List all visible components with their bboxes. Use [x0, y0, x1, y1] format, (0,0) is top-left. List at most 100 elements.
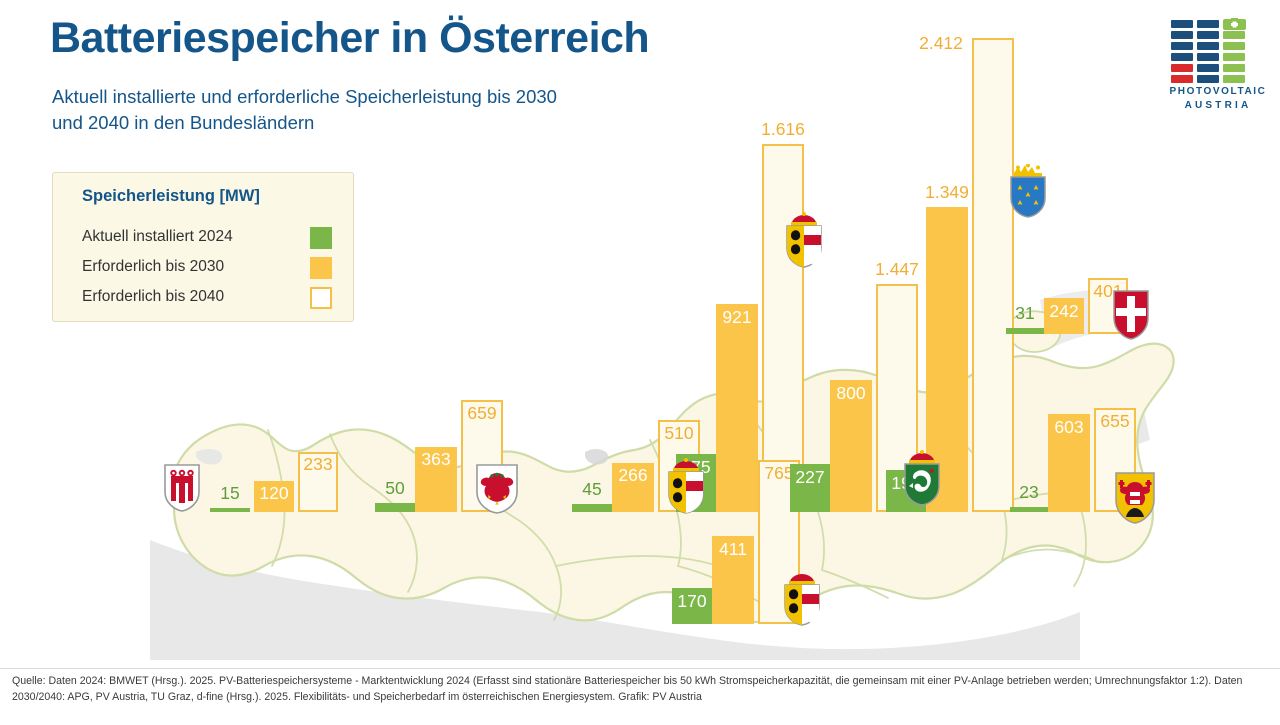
logo-battery-grid [1171, 18, 1249, 83]
bar-steiermark-required-2030 [830, 380, 872, 512]
legend-swatch-outline [310, 287, 332, 309]
logo-cell [1171, 31, 1193, 39]
logo-cell [1171, 75, 1193, 83]
bar-kaernten-required-2030 [712, 536, 754, 624]
bar-value-salzburg-2030: 266 [618, 465, 648, 485]
bargroup-oberoesterreich: 275 921 1.616 [676, 119, 805, 512]
source-footnote: Quelle: Daten 2024: BMWET (Hrsg.). 2025.… [12, 675, 1243, 703]
bar-salzburg-required-2030 [612, 463, 654, 512]
bar-value-wien-2024: 31 [1015, 303, 1035, 323]
page-subtitle: Aktuell installierte und erforderliche S… [52, 84, 557, 137]
bargroup-vorarlberg: 15 120 233 [210, 440, 338, 512]
subtitle-line-2: und 2040 in den Bundesländern [52, 112, 315, 134]
niederoesterreich-crest [1010, 164, 1046, 218]
bar-salzburg-installed-2024 [572, 504, 612, 512]
wien-crest [1113, 290, 1149, 340]
crest-crown [673, 458, 699, 472]
battery-plus-icon [1223, 18, 1246, 30]
legend-label: Erforderlich bis 2040 [82, 288, 225, 305]
logo-cell [1197, 64, 1219, 72]
bar-value-tirol-2040: 659 [467, 403, 497, 423]
logo-cell [1223, 75, 1245, 83]
bar-kaernten-installed-2024 [672, 588, 712, 624]
bar-wien-installed-2024 [1006, 328, 1044, 334]
bar-value-burgenland-2030: 603 [1054, 417, 1084, 437]
logo-cell [1171, 20, 1193, 28]
bar-value-niederoesterreich-2030: 1.349 [925, 182, 969, 202]
bar-niederoesterreich-required-2040 [972, 38, 1014, 512]
bar-value-salzburg-2040: 510 [664, 423, 694, 443]
bar-value-salzburg-2024: 45 [582, 479, 602, 499]
bar-value-tirol-2024: 50 [385, 478, 405, 498]
bar-value-tirol-2030: 363 [421, 449, 451, 469]
salzburg-crest [668, 458, 704, 514]
bar-value-kaernten-2040: 765 [764, 463, 794, 483]
bar-value-oberoesterreich-2040: 1.616 [761, 119, 805, 139]
footer-divider [0, 668, 1280, 669]
crest-crown [1014, 164, 1042, 177]
bar-value-burgenland-2024: 23 [1019, 482, 1039, 502]
bar-oberoesterreich-required-2030 [716, 304, 758, 512]
logo-cell [1171, 42, 1193, 50]
bar-vorarlberg-required-2040 [298, 452, 338, 512]
bar-tirol-required-2030 [415, 447, 457, 512]
tirol-crest [476, 464, 518, 514]
steiermark-crest [904, 450, 940, 506]
kaernten-crest [784, 574, 820, 626]
logo-text-austria: AUSTRIA [1184, 100, 1252, 111]
subtitle-line-1: Aktuell installierte und erforderliche S… [52, 86, 557, 107]
legend: Speicherleistung [MW] Aktuell installier… [52, 172, 354, 322]
bar-steiermark-installed-2024 [790, 464, 830, 512]
bar-burgenland-installed-2024 [1010, 507, 1048, 512]
legend-label: Erforderlich bis 2030 [82, 258, 225, 275]
logo-cell [1197, 20, 1219, 28]
logo-cell [1223, 42, 1245, 50]
bar-value-kaernten-2030: 411 [719, 539, 747, 559]
legend-swatch-green [310, 227, 332, 249]
bar-value-vorarlberg-2030: 120 [259, 483, 289, 503]
legend-title: Speicherleistung [MW] [82, 187, 260, 205]
logo-text-photovoltaic: PHOTOVOLTAIC [1169, 86, 1267, 97]
logo-cell [1223, 53, 1245, 61]
bargroup-steiermark: 227 800 1.447 [790, 259, 919, 512]
logo-cell [1171, 64, 1193, 72]
vorarlberg-crest [164, 464, 200, 512]
bar-vorarlberg-required-2030 [254, 481, 294, 512]
bar-value-oberoesterreich-2030: 921 [722, 307, 752, 327]
bargroup-burgenland: 23 603 655 [1010, 408, 1136, 512]
page-title: Batteriespeicher in Österreich [50, 14, 650, 62]
logo-cell [1223, 64, 1245, 72]
legend-item-required-2040: Erforderlich bis 2040 [82, 286, 332, 312]
bar-value-vorarlberg-2040: 233 [303, 454, 333, 474]
bar-value-steiermark-2030: 800 [836, 383, 866, 403]
legend-label: Aktuell installiert 2024 [82, 228, 233, 245]
bar-value-vorarlberg-2024: 15 [220, 483, 240, 503]
burgenland-crest [1115, 472, 1155, 524]
bar-oberoesterreich-required-2040 [762, 144, 804, 512]
bargroup-niederoesterreich: 193 1.349 2.412 [886, 20, 1014, 512]
logo-cell [1223, 31, 1245, 39]
bar-value-kaernten-2024: 170 [677, 591, 707, 611]
logo-cell [1197, 53, 1219, 61]
legend-swatch-orange [310, 257, 332, 279]
crest-crown [789, 574, 815, 585]
logo-cell [1197, 75, 1219, 83]
logo-cell [1197, 31, 1219, 39]
logo-cell [1197, 42, 1219, 50]
bar-value-wien-2030: 242 [1049, 301, 1079, 321]
bar-value-steiermark-2040: 1.447 [875, 259, 919, 279]
bar-wien-required-2030 [1044, 298, 1084, 334]
legend-item-installed-2024: Aktuell installiert 2024 [82, 226, 332, 252]
bar-burgenland-required-2030 [1048, 414, 1090, 512]
bar-value-niederoesterreich-2040: 2.412 [919, 33, 963, 53]
bar-vorarlberg-installed-2024 [210, 508, 250, 512]
crest-crown [909, 450, 935, 464]
oberoesterreich-crest [786, 212, 822, 268]
logo-cell [1171, 53, 1193, 61]
bar-value-steiermark-2024: 227 [795, 467, 825, 487]
bar-value-burgenland-2040: 655 [1100, 411, 1130, 431]
bargroup-kaernten: 170 411 765 [672, 450, 800, 624]
crest-crown [791, 212, 817, 226]
bar-tirol-installed-2024 [375, 503, 415, 512]
